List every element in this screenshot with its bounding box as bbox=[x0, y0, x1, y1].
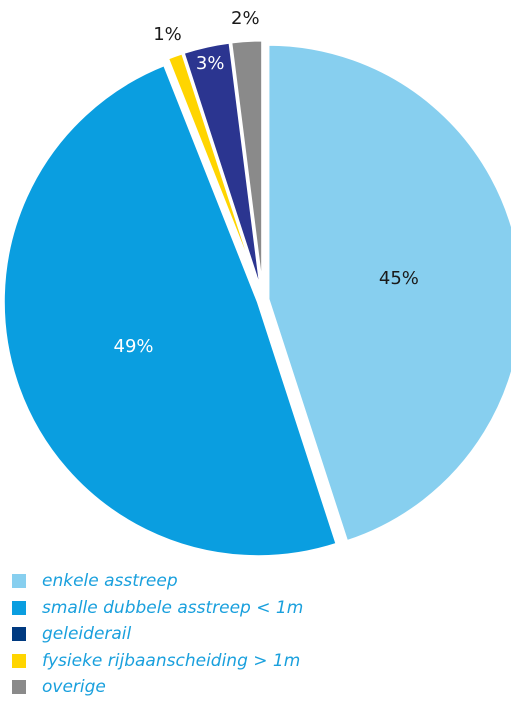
legend-label: geleiderail bbox=[42, 624, 132, 645]
legend-swatch bbox=[12, 653, 26, 668]
legend-swatch bbox=[12, 574, 26, 589]
legend-item-fysieke-rijbaanscheiding-1m: fysieke rijbaanscheiding > 1m bbox=[12, 648, 303, 675]
pie-slice-overige bbox=[229, 38, 265, 296]
legend-swatch bbox=[12, 600, 26, 615]
pie-chart: 45% 49% 1% 3% 2% bbox=[1, 8, 511, 559]
legend-item-enkele-asstreep: enkele asstreep bbox=[12, 568, 303, 595]
legend-item-geleiderail: geleiderail bbox=[12, 621, 303, 648]
legend-swatch bbox=[12, 680, 26, 695]
legend-label: overige bbox=[42, 677, 106, 698]
legend-label: fysieke rijbaanscheiding > 1m bbox=[42, 650, 301, 671]
pie-slice-enkele-asstreep bbox=[266, 42, 511, 544]
legend-item-overige: overige bbox=[12, 674, 303, 701]
legend-swatch bbox=[12, 627, 26, 642]
legend: enkele asstreep smalle dubbele asstreep <… bbox=[12, 568, 303, 701]
data-label-fysieke-rijbaanscheiding-1m: 1% bbox=[153, 24, 182, 45]
data-label-geleiderail: 3% bbox=[196, 53, 225, 74]
data-label-smalle-dubbele-asstreep-1m: 49% bbox=[114, 336, 154, 357]
legend-label: enkele asstreep bbox=[42, 571, 178, 592]
data-label-enkele-asstreep: 45% bbox=[379, 268, 419, 289]
data-label-overige: 2% bbox=[231, 8, 260, 29]
legend-label: smalle dubbele asstreep < 1m bbox=[42, 597, 304, 618]
legend-item-smalle-dubbele-asstreep-1m: smalle dubbele asstreep < 1m bbox=[12, 595, 303, 622]
pie-slice-smalle-dubbele-asstreep-1m bbox=[1, 62, 339, 559]
